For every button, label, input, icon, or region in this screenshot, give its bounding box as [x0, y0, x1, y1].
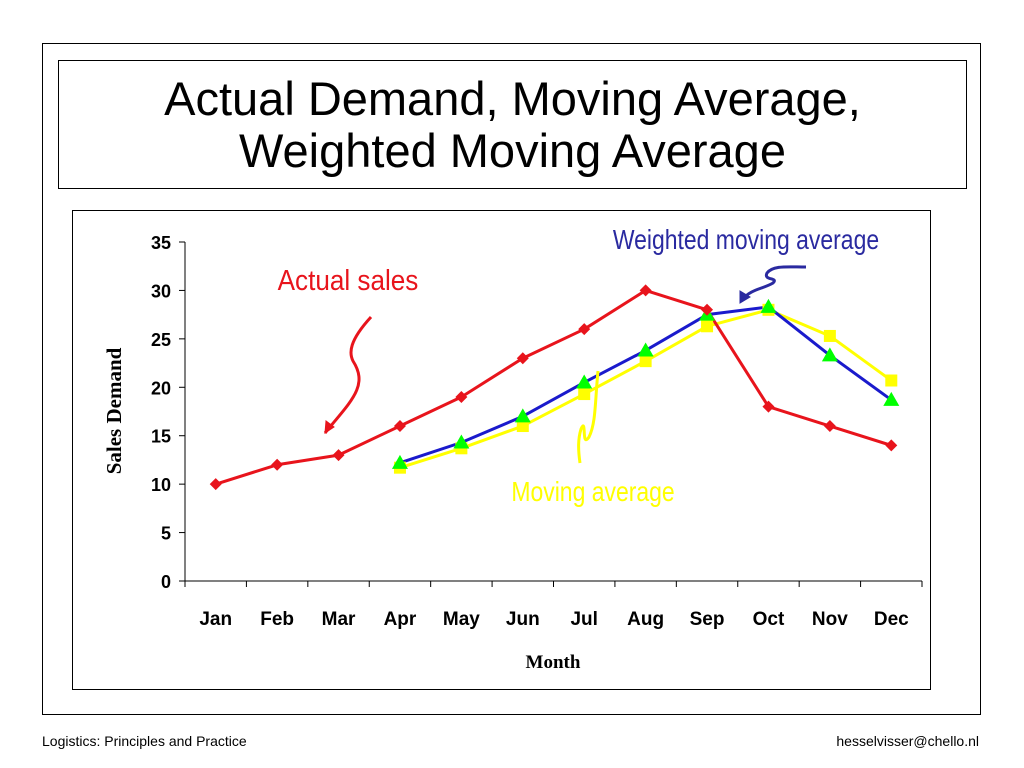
x-tick-label: Jun — [506, 609, 540, 630]
x-tick-label: Oct — [753, 609, 785, 630]
actual-sales-point — [516, 352, 529, 365]
footer-email: hesselvisser@chello.nl — [836, 733, 979, 749]
weighted-moving-average-point — [453, 434, 470, 449]
weighted-average-pointer-arrow — [741, 265, 807, 301]
weighted-moving-average-annotation: Weighted moving average — [613, 225, 879, 256]
slide-title-line-2: Weighted Moving Average — [239, 123, 786, 177]
x-tick-label: Feb — [260, 609, 294, 630]
actual-sales-pointer-arrow — [323, 315, 373, 434]
x-tick-label: Nov — [812, 609, 848, 630]
actual-sales-annotation: Actual sales — [278, 264, 419, 297]
actual-sales-point — [393, 420, 406, 433]
x-tick-label: Aug — [627, 609, 664, 630]
actual-sales-point — [762, 400, 775, 413]
title-box: Actual Demand, Moving Average, Weighted … — [58, 60, 967, 189]
x-tick-label: Mar — [322, 609, 356, 630]
moving-average-pointer-line — [577, 370, 600, 464]
moving-average-point — [516, 420, 529, 433]
actual-sales-arrowhead — [324, 420, 335, 434]
x-axis-label: Month — [526, 652, 581, 673]
x-tick-label: Apr — [384, 609, 417, 630]
chart-container: 0 5 10 15 20 25 30 35 Jan Feb Mar Apr May Jun Jul Aug Se… — [72, 210, 931, 690]
y-tick-label: 15 — [151, 427, 171, 447]
weighted-moving-average-point — [883, 391, 900, 406]
moving-average-point — [823, 329, 836, 342]
actual-sales-point — [209, 478, 222, 491]
y-axis-label: Sales Demand — [102, 347, 126, 474]
y-tick-label: 10 — [151, 475, 171, 495]
weighted-moving-average-point — [637, 342, 654, 357]
moving-average-annotation: Moving average — [511, 477, 674, 508]
x-tick-label: Jul — [570, 609, 597, 630]
y-tick-label: 35 — [151, 233, 171, 253]
y-tick-label: 5 — [161, 524, 171, 544]
x-tick-label: Dec — [874, 609, 909, 630]
weighted-moving-average-point — [760, 298, 777, 313]
line-chart: 0 5 10 15 20 25 30 35 Jan Feb Mar Apr May Jun Jul Aug Se… — [102, 225, 923, 673]
weighted-moving-average-point — [514, 408, 531, 423]
x-tick-label: May — [443, 609, 480, 630]
actual-sales-point — [271, 458, 284, 471]
x-tick-label: Sep — [690, 609, 725, 630]
moving-average-point — [578, 388, 591, 401]
actual-sales-point — [639, 284, 652, 297]
y-tick-label: 30 — [151, 281, 171, 301]
actual-sales-line — [215, 288, 892, 486]
actual-sales-point — [823, 420, 836, 433]
y-tick-label: 20 — [151, 378, 171, 398]
y-tick-label: 0 — [161, 572, 171, 592]
weighted-moving-average-point — [576, 374, 593, 389]
footer-course-title: Logistics: Principles and Practice — [42, 733, 247, 749]
slide-frame — [42, 43, 981, 715]
y-tick-label: 25 — [151, 330, 171, 350]
moving-average-point — [701, 320, 714, 333]
x-tick-label: Jan — [199, 609, 232, 630]
weighted-moving-average-point — [821, 347, 838, 362]
actual-sales-point — [701, 303, 714, 316]
actual-sales-point — [885, 439, 898, 452]
moving-average-point — [639, 355, 652, 368]
moving-average-point — [885, 374, 898, 387]
weighted-moving-average-point — [391, 454, 408, 469]
slide-title-line-1: Actual Demand, Moving Average, — [164, 71, 861, 125]
weighted-average-arrowhead — [739, 290, 751, 304]
actual-sales-point — [455, 390, 468, 403]
actual-sales-point — [578, 323, 591, 336]
actual-sales-point — [332, 449, 345, 462]
